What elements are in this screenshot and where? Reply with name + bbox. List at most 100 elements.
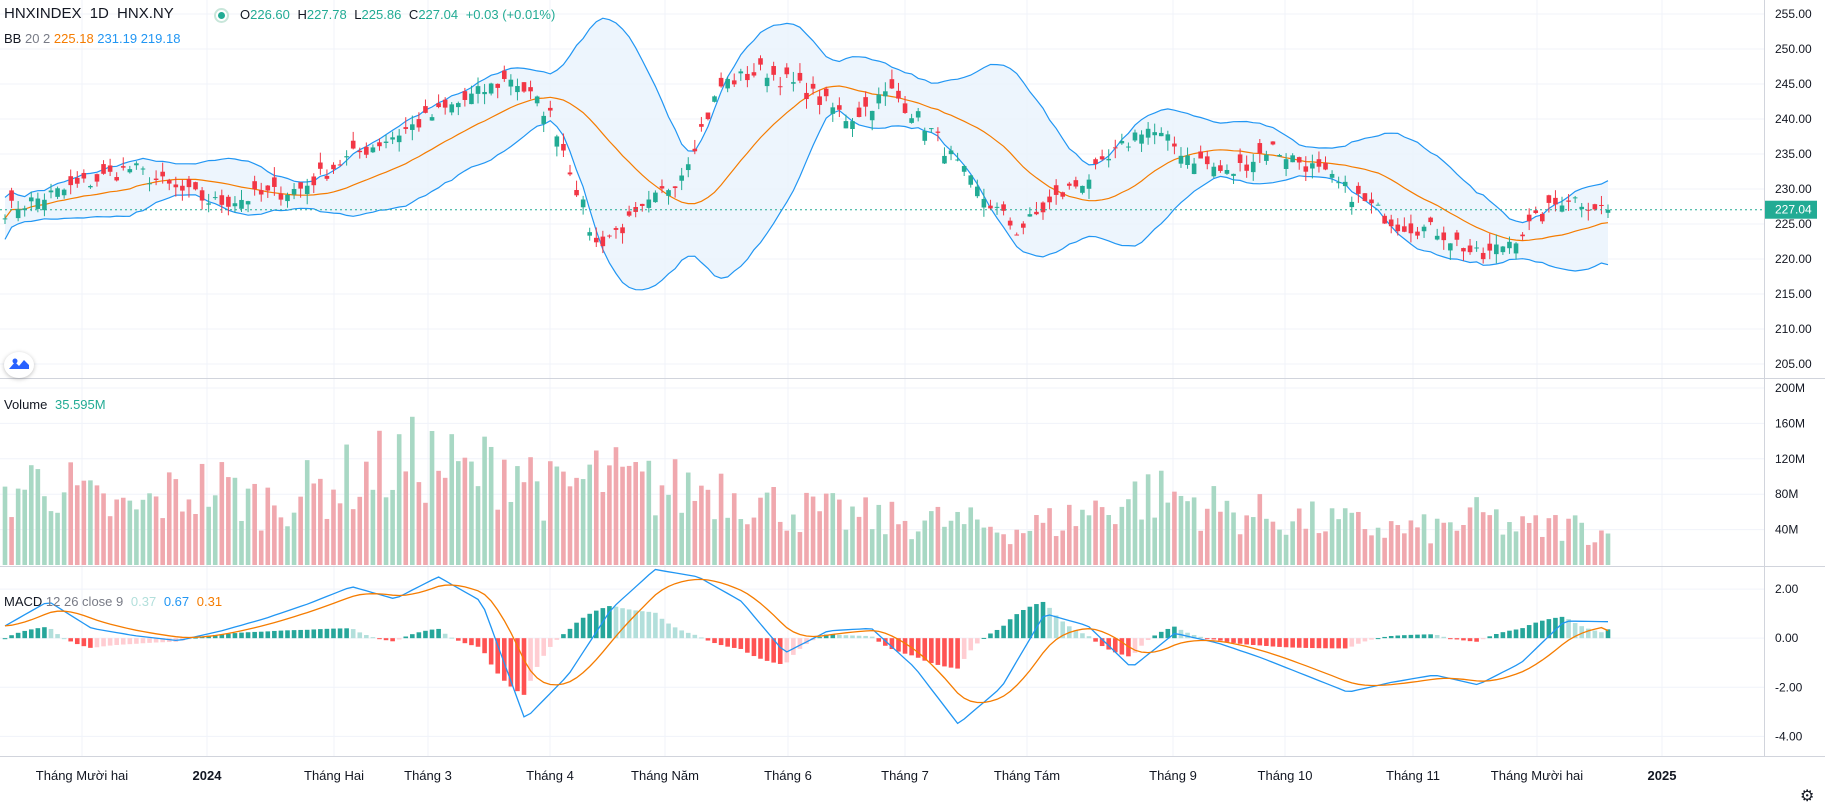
bb-legend[interactable]: BB 20 2 225.18 231.19 219.18 [4,31,180,46]
macd-hist-bar [9,635,14,639]
macd-hist-bar [55,634,60,639]
volume-bar [1408,520,1414,565]
macd-hist-bar [442,633,448,639]
macd-hist-bar [1257,638,1263,646]
candle-body [968,175,974,185]
macd-hist-bar [593,610,599,639]
macd-hist-bar [600,608,606,639]
candle-body [915,111,921,118]
volume-bar [1526,522,1532,565]
candle [370,144,376,154]
macd-hist-bar [383,638,389,641]
candle-body [107,165,113,172]
macd-hist-bar [692,634,698,639]
candle-body [1572,197,1578,199]
volume-bar [863,497,868,565]
candle [712,95,717,103]
volume-bar [804,492,809,565]
volume-bar [469,461,474,565]
macd-hist-bar [1553,617,1558,639]
macd-hist-bar [685,632,691,639]
candle [206,193,211,213]
volume-bar [1487,515,1493,565]
volume-bar [1421,514,1427,565]
candle [1132,129,1138,143]
candle-body [1592,204,1598,210]
candle [258,182,264,202]
macd-hist-bar [975,638,980,644]
market-status-icon[interactable] [214,8,229,23]
tradingview-logo-icon[interactable] [4,352,34,378]
candle [1191,157,1197,175]
macd-hist-bar [574,622,579,639]
macd-hist-bar [896,638,901,652]
macd-hist-bar [1592,630,1598,639]
volume-bar [278,517,284,565]
volume-bar [436,470,441,565]
macd-hist-bar [1375,638,1381,640]
symbol-legend[interactable]: HNXINDEX 1D HNX.NY [4,5,178,22]
candle [1086,174,1092,199]
macd-hist-bar [252,631,257,639]
candle-body [1494,244,1499,255]
candle [1592,203,1598,211]
candle-body [1132,132,1138,141]
macd-hist-bar [101,638,106,647]
volume-bar [1066,504,1072,565]
candle [1040,201,1046,220]
volume-bar [561,471,566,565]
macd-legend[interactable]: MACD 12 26 close 9 0.37 0.67 0.31 [4,594,222,609]
volume-bar [731,493,737,565]
macd-hist-bar [1165,628,1171,639]
macd-hist-bar [140,638,146,644]
candle-body [528,87,533,92]
candle-body [291,189,297,195]
volume-bar [1152,517,1157,565]
volume-legend[interactable]: Volume 35.595M [4,397,106,412]
candle [1053,179,1059,205]
volume-bar [304,460,310,565]
symbol-name[interactable]: HNXINDEX [4,5,82,22]
candle [324,169,330,181]
macd-hist-bar [1329,638,1335,649]
volume-bar [534,481,540,565]
candle-body [272,177,277,187]
volume-bar [692,500,698,565]
candle [777,77,783,96]
candle-body [1152,132,1157,136]
macd-axis-label: 2.00 [1775,582,1799,596]
candle-body [1461,248,1466,252]
volume-bar [837,499,842,565]
macd-hist-bar [922,638,928,661]
candle-body [981,198,987,208]
macd-hist-bar [501,638,507,681]
settings-gear-icon[interactable]: ⚙ [1800,788,1815,805]
macd-hist-bar [1342,638,1348,649]
volume-bar [219,462,225,565]
volume-bar [574,477,579,565]
volume-bar [423,502,428,565]
macd-axis-label: 0.00 [1775,631,1799,645]
candle-body [810,83,816,89]
macd-hist-bar [390,638,395,642]
volume-bar [646,460,652,565]
candle-body [1454,232,1460,240]
candle-body [672,186,678,189]
candle-body [1421,226,1427,232]
candle-body [127,169,133,173]
candle-body [1487,243,1493,251]
candle-body [1316,159,1322,167]
macd-hist-bar [1224,638,1230,642]
macd-hist-bar [1093,638,1098,642]
macd-hist-bar [1073,630,1079,639]
candle-body [515,86,520,93]
volume-bar [889,501,895,565]
macd-hist-bar [850,635,855,639]
volume-bar [633,462,638,565]
candle-body [718,77,724,87]
volume-bar [1467,507,1473,565]
volume-bar [1388,521,1394,565]
volume-bar [705,489,711,565]
interval-label[interactable]: 1D [89,5,109,22]
